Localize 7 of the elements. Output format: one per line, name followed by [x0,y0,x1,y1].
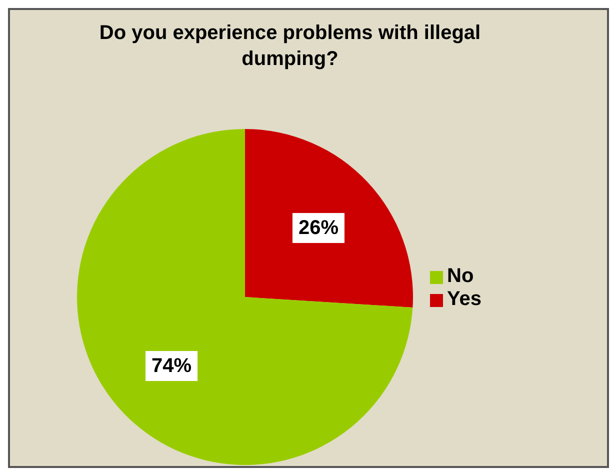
pie-slice [77,129,413,465]
data-label: 26% [298,217,339,239]
pie-slice [245,129,413,308]
chart-title: Do you experience problems with illegal dumping? [98,21,482,72]
data-label: 74% [152,355,192,377]
legend-label: No [447,265,474,287]
legend-label: Yes [447,288,482,310]
